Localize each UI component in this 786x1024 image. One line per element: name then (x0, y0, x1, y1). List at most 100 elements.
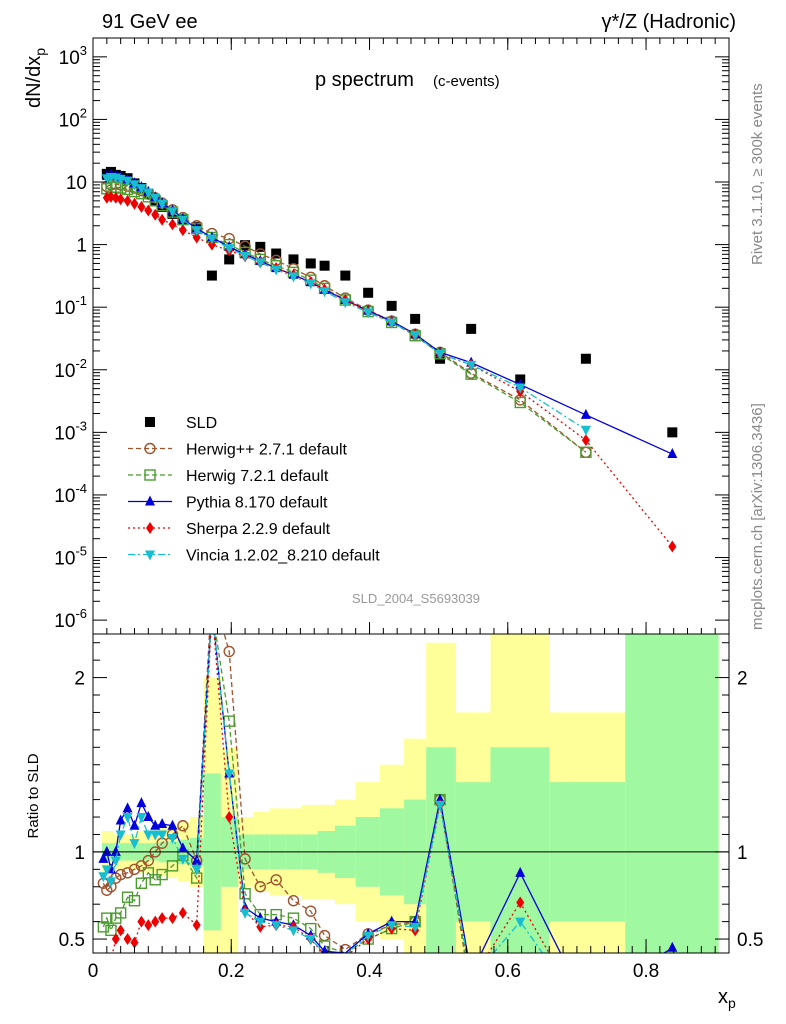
ratio-point (115, 814, 126, 825)
ratio-y-tick-label-right: 0.5 (737, 930, 763, 951)
x-tick-label: 0.8 (633, 961, 659, 982)
ratio-y-tick-label: 0.5 (59, 930, 85, 951)
legend-item: Vincia 1.2.02_8.210 default (128, 548, 380, 565)
header-process: γ*/Z (Hadronic) (602, 11, 736, 33)
series-line (106, 186, 587, 453)
data-point (116, 193, 125, 206)
data-point (207, 238, 216, 251)
ratio-point (110, 845, 121, 856)
data-point (240, 240, 251, 251)
ratio-point (128, 863, 141, 876)
data-point (466, 323, 477, 334)
ratio-point (515, 866, 526, 877)
ratio-point (137, 915, 146, 928)
data-point (288, 272, 299, 283)
ratio-panel: 0.5 0.5 1 1 2 2 0 0.2 0.4 0.6 0.8 Ratio to SLD xp (25, 633, 763, 1011)
data-point (151, 208, 160, 221)
data-point (580, 353, 591, 364)
data-point (157, 199, 168, 210)
ratio-point (515, 917, 526, 928)
data-point (122, 176, 133, 187)
ratio-point (178, 906, 187, 919)
ratio-y-tick-label-right: 1 (737, 843, 748, 864)
svg-text:xp: xp (718, 986, 736, 1011)
ratio-point (254, 881, 266, 893)
data-point (178, 224, 187, 237)
ratio-point (97, 921, 110, 933)
ratio-point (288, 926, 299, 937)
ratio-point (110, 856, 121, 867)
spectrum-panel: 10-6 10-5 10-4 10-3 10-2 10-1 1 10 102 103 p spec… (23, 37, 730, 635)
uncertainty-band-inner (426, 747, 456, 953)
data-point (340, 298, 351, 309)
legend-marker (144, 469, 156, 481)
data-point (363, 308, 374, 319)
ratio-point (166, 860, 179, 872)
ratio-point (114, 907, 127, 919)
ratio-point (142, 854, 155, 867)
ratio-point (129, 819, 140, 830)
x-tick-label: 0.4 (356, 961, 383, 982)
legend-item: Herwig 7.2.1 default (128, 468, 329, 485)
ratio-point (167, 819, 178, 830)
data-point (410, 330, 421, 341)
ratio-point (255, 917, 266, 928)
data-point (255, 258, 266, 269)
legend-label: Herwig++ 2.7.1 default (186, 442, 348, 459)
mcplots-label: mcplots.cern.ch [arXiv:1306.3436] (749, 403, 766, 630)
data-point (435, 349, 446, 360)
analysis-id: SLD_2004_S5693039 (352, 591, 480, 606)
ratio-point (667, 941, 678, 952)
ratio-point (151, 915, 160, 928)
ratio-point (156, 868, 168, 881)
ratio-point (114, 868, 127, 881)
ratio-point (239, 888, 251, 900)
ratio-point (287, 895, 300, 907)
legend: SLD Herwig++ 2.7.1 default Herwig 7.2.1 de… (128, 415, 380, 565)
data-point (206, 234, 217, 245)
legend-label: Pythia 8.170 default (186, 495, 328, 512)
data-point (386, 318, 397, 329)
ratio-point (111, 933, 120, 946)
ratio-point (157, 818, 168, 829)
data-point (319, 287, 330, 298)
data-point (123, 194, 132, 207)
ratio-point (121, 867, 134, 879)
ratio-point (224, 769, 235, 780)
data-point (143, 188, 154, 199)
data-point (255, 241, 266, 252)
ratio-point (410, 922, 421, 933)
data-point (177, 215, 188, 226)
y-tick-label: 102 (59, 105, 87, 131)
ratio-point (177, 820, 189, 832)
ratio-point (239, 853, 251, 865)
data-point (206, 270, 217, 281)
ratio-point (270, 874, 282, 886)
ratio-point (101, 845, 112, 856)
plot-subtitle: (c-events) (433, 73, 500, 90)
y-axis-label: dN/dxp (23, 48, 48, 108)
data-point (271, 248, 282, 259)
data-point (668, 540, 677, 553)
y-tick-label: 1 (76, 236, 87, 257)
data-point (129, 180, 140, 191)
data-point (386, 300, 397, 311)
svg-text:dN/dxp: dN/dxp (23, 48, 48, 108)
legend-marker (146, 522, 154, 534)
ratio-point (191, 865, 202, 876)
y-tick-label: 10-2 (54, 356, 87, 382)
legend-item: Pythia 8.170 default (128, 495, 328, 512)
ratio-series-4 (98, 634, 544, 953)
y-tick-label: 10-6 (54, 606, 87, 632)
ratio-y-tick-label: 1 (74, 843, 85, 864)
ratio-point (157, 830, 168, 841)
x-tick-label: 0.2 (218, 961, 244, 982)
data-point (168, 218, 177, 231)
ratio-axis-label: Ratio to SLD (25, 753, 42, 838)
data-point (271, 265, 282, 276)
data-point (580, 408, 591, 419)
ratio-point (101, 865, 112, 876)
ratio-point (121, 891, 134, 903)
y-tick-label: 103 (59, 43, 87, 69)
